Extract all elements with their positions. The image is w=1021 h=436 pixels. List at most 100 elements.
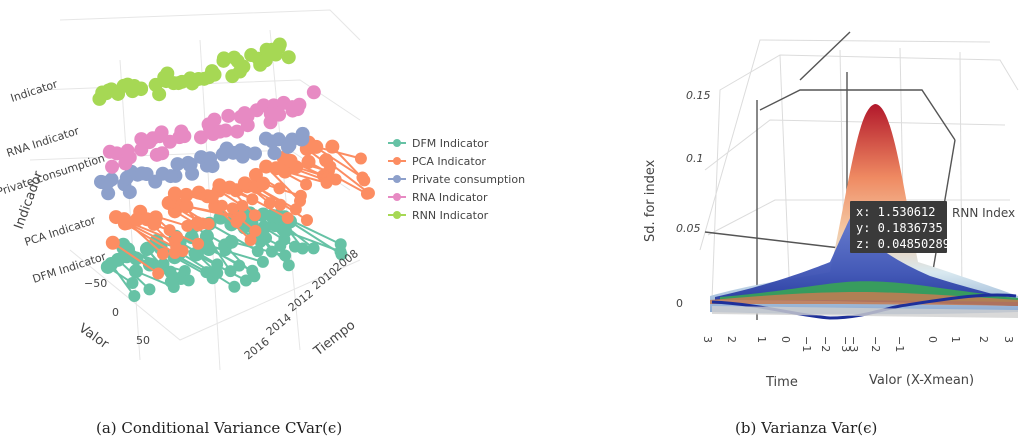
data-point[interactable] — [203, 151, 218, 166]
data-point[interactable] — [259, 159, 274, 174]
data-point[interactable] — [307, 242, 320, 255]
data-point[interactable] — [300, 178, 313, 191]
data-point[interactable] — [325, 139, 340, 154]
data-point[interactable] — [192, 237, 205, 250]
data-point[interactable] — [230, 124, 245, 139]
data-point[interactable] — [240, 118, 255, 133]
data-point[interactable] — [170, 157, 185, 172]
data-point[interactable] — [256, 255, 269, 268]
data-point[interactable] — [271, 40, 286, 55]
data-point[interactable] — [154, 125, 169, 140]
data-point[interactable] — [191, 216, 204, 229]
data-point[interactable] — [235, 149, 250, 164]
data-point[interactable] — [265, 134, 280, 149]
data-point[interactable] — [354, 152, 367, 165]
data-point[interactable] — [170, 241, 183, 254]
data-point[interactable] — [272, 107, 287, 122]
data-point[interactable] — [205, 64, 220, 79]
data-point[interactable] — [147, 216, 162, 231]
legend-item-rna[interactable]: RNA Indicator — [388, 191, 488, 204]
legend-item-pca[interactable]: PCA Indicator — [388, 155, 486, 168]
data-point[interactable] — [128, 264, 143, 279]
data-point[interactable] — [281, 212, 294, 225]
data-point[interactable] — [216, 51, 231, 66]
data-point[interactable] — [218, 123, 233, 138]
data-point[interactable] — [247, 146, 262, 161]
data-point[interactable] — [236, 59, 251, 74]
data-point[interactable] — [248, 209, 261, 222]
data-point[interactable] — [105, 159, 120, 174]
legend-item-dfm[interactable]: DFM Indicator — [388, 137, 489, 150]
data-point[interactable] — [193, 130, 208, 145]
data-point[interactable] — [222, 180, 237, 195]
data-point[interactable] — [282, 259, 295, 272]
data-point[interactable] — [182, 274, 195, 287]
data-point[interactable] — [237, 106, 252, 121]
data-point[interactable] — [179, 187, 194, 202]
data-point[interactable] — [329, 173, 342, 186]
data-point[interactable] — [204, 189, 219, 204]
data-point[interactable] — [101, 186, 116, 201]
data-point[interactable] — [256, 176, 271, 191]
data-point[interactable] — [155, 146, 170, 161]
data-point[interactable] — [248, 270, 261, 283]
data-point[interactable] — [296, 242, 309, 255]
legend-item-private[interactable]: Private consumption — [388, 173, 525, 186]
data-point[interactable] — [215, 147, 230, 162]
data-point[interactable] — [183, 157, 198, 172]
data-point[interactable] — [362, 187, 375, 200]
data-point[interactable] — [201, 117, 216, 132]
data-point[interactable] — [142, 257, 157, 272]
data-point[interactable] — [244, 233, 257, 246]
data-point[interactable] — [236, 199, 249, 212]
data-point[interactable] — [211, 267, 224, 280]
data-point[interactable] — [249, 103, 264, 118]
data-point[interactable] — [167, 186, 182, 201]
data-point[interactable] — [109, 146, 124, 161]
data-point[interactable] — [267, 146, 282, 161]
data-point[interactable] — [228, 280, 241, 293]
data-point[interactable] — [134, 132, 149, 147]
data-point[interactable] — [285, 100, 300, 115]
data-point[interactable] — [309, 139, 324, 154]
data-point[interactable] — [117, 212, 132, 227]
data-point[interactable] — [163, 169, 178, 184]
data-point[interactable] — [358, 174, 371, 187]
data-point[interactable] — [128, 290, 141, 303]
data-point[interactable] — [249, 224, 262, 237]
data-point[interactable] — [221, 108, 236, 123]
data-point[interactable] — [181, 219, 194, 232]
data-point[interactable] — [263, 197, 276, 210]
data-point[interactable] — [143, 283, 156, 296]
data-point[interactable] — [202, 217, 215, 230]
data-point[interactable] — [283, 153, 298, 168]
data-point[interactable] — [134, 82, 149, 97]
data-point[interactable] — [156, 247, 169, 260]
data-point[interactable] — [319, 153, 334, 168]
data-point[interactable] — [105, 235, 120, 250]
legend-item-rnn[interactable]: RNN Indicator — [388, 209, 489, 222]
data-point[interactable] — [171, 231, 184, 244]
data-point[interactable] — [177, 129, 192, 144]
data-point[interactable] — [294, 195, 307, 208]
data-point[interactable] — [152, 267, 165, 280]
legend[interactable]: DFM Indicator PCA Indicator Private cons… — [388, 137, 525, 222]
data-point[interactable] — [179, 199, 194, 214]
data-point[interactable] — [189, 247, 204, 262]
data-point[interactable] — [335, 248, 348, 261]
data-point[interactable] — [265, 245, 278, 258]
data-point[interactable] — [258, 53, 273, 68]
data-point[interactable] — [126, 277, 139, 290]
data-point[interactable] — [227, 50, 242, 65]
data-point[interactable] — [130, 212, 145, 227]
data-point[interactable] — [104, 172, 119, 187]
data-point[interactable] — [300, 214, 313, 227]
data-point[interactable] — [295, 126, 310, 141]
data-point[interactable] — [306, 85, 321, 100]
data-point[interactable] — [281, 50, 296, 65]
data-point[interactable] — [282, 138, 297, 153]
data-point[interactable] — [122, 185, 137, 200]
data-point[interactable] — [164, 275, 177, 288]
data-point[interactable] — [171, 76, 186, 91]
data-point[interactable] — [224, 265, 237, 278]
